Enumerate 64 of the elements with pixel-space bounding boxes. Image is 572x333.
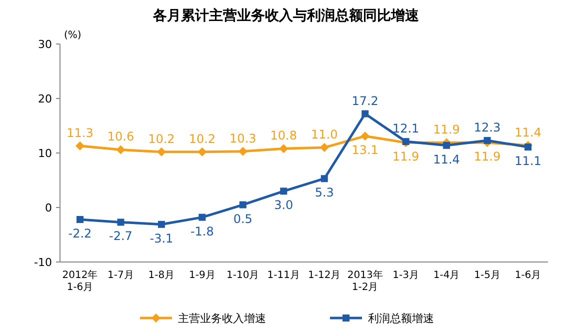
y-tick-label: 20 bbox=[38, 92, 52, 106]
x-tick-label: 1-5月 bbox=[474, 270, 500, 281]
data-label: 11.9 bbox=[474, 150, 501, 164]
data-label: -3.1 bbox=[150, 231, 174, 246]
data-label: -2.7 bbox=[109, 229, 132, 244]
data-label: 10.6 bbox=[107, 130, 134, 144]
point bbox=[362, 110, 369, 118]
data-label: -1.8 bbox=[190, 224, 214, 238]
point bbox=[158, 220, 165, 228]
x-tick-label: 1-9月 bbox=[189, 270, 216, 281]
data-label: 17.2 bbox=[352, 94, 378, 108]
x-tick-label: 1-10月 bbox=[226, 270, 260, 281]
y-tick-label: 10 bbox=[38, 147, 52, 160]
data-label: 11.9 bbox=[392, 150, 420, 164]
point bbox=[156, 147, 166, 156]
data-label: 10.3 bbox=[230, 131, 256, 146]
legend-label: 利润总额增速 bbox=[368, 312, 434, 325]
x-tick-label: 1-3月 bbox=[392, 270, 419, 281]
data-label: -2.2 bbox=[68, 226, 92, 240]
data-label: 11.3 bbox=[66, 126, 94, 140]
data-label: 11.4 bbox=[514, 125, 542, 140]
y-axis-title: (%) bbox=[64, 30, 82, 41]
x-tick-label: 1-4月 bbox=[433, 270, 460, 281]
y-tick-label: -10 bbox=[34, 256, 52, 269]
data-label: 10.2 bbox=[148, 132, 175, 146]
data-label: 0.5 bbox=[233, 212, 252, 226]
data-label: 5.3 bbox=[314, 186, 334, 200]
point bbox=[320, 175, 328, 182]
data-label: 11.9 bbox=[433, 122, 460, 137]
x-tick-label: 2013年 1-2月 bbox=[347, 269, 383, 293]
point bbox=[279, 144, 288, 154]
point bbox=[76, 141, 84, 150]
x-tick-label: 2012年 1-6月 bbox=[62, 269, 98, 293]
point bbox=[116, 145, 126, 154]
data-label: 11.1 bbox=[514, 154, 542, 168]
x-tick-label: 1-12月 bbox=[308, 270, 341, 281]
data-label: 11.4 bbox=[433, 152, 460, 166]
point bbox=[198, 147, 207, 156]
point bbox=[360, 132, 370, 141]
y-tick-label: 0 bbox=[45, 202, 52, 214]
x-tick-label: 1-8月 bbox=[148, 270, 175, 281]
point bbox=[320, 143, 329, 152]
y-tick-label: 30 bbox=[38, 38, 52, 51]
point bbox=[524, 144, 532, 151]
chart-title: 各月累计主营业务收入与利润总额同比增速 bbox=[152, 7, 420, 24]
data-label: 12.1 bbox=[392, 122, 420, 136]
point bbox=[198, 214, 206, 221]
point bbox=[238, 146, 248, 156]
data-label: 11.0 bbox=[311, 128, 338, 142]
point bbox=[117, 218, 124, 226]
data-label: 12.3 bbox=[474, 120, 501, 134]
data-label: 10.2 bbox=[188, 132, 216, 146]
x-tick-label: 1-7月 bbox=[108, 270, 134, 281]
point bbox=[443, 142, 450, 149]
data-label: 3.0 bbox=[274, 198, 294, 212]
x-tick-label: 1-6月 bbox=[514, 270, 542, 281]
data-label: 13.1 bbox=[352, 143, 378, 158]
data-label: 10.8 bbox=[270, 128, 297, 143]
legend-label: 主营业务收入增速 bbox=[178, 312, 266, 325]
point bbox=[484, 136, 491, 144]
point bbox=[280, 188, 288, 195]
point bbox=[76, 216, 84, 223]
point bbox=[239, 201, 246, 208]
x-tick-label: 1-11月 bbox=[267, 270, 300, 281]
